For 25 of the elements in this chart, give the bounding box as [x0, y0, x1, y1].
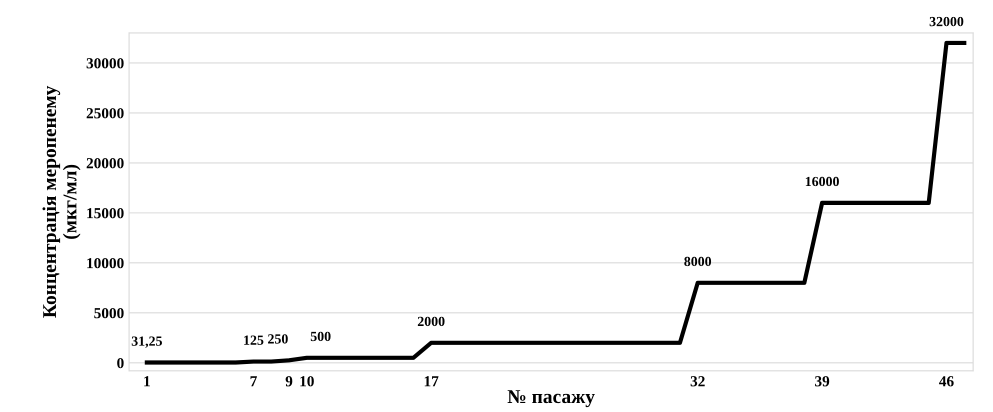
y-tick-label: 0	[117, 358, 124, 368]
data-label: 16000	[806, 176, 839, 186]
data-label: 125	[244, 336, 264, 345]
y-tick-label: 20000	[86, 158, 124, 168]
x-tick-label: 39	[815, 376, 830, 386]
x-tick-label: 1	[144, 376, 150, 386]
data-label: 8000	[684, 256, 712, 266]
y-tick-label: 25000	[86, 108, 124, 118]
x-tick-label: 46	[939, 376, 954, 386]
y-axis-title: Концентрація меропенему (мкг/мл)	[42, 86, 80, 318]
x-tick-label: 10	[300, 376, 314, 386]
data-label: 250	[268, 334, 288, 344]
x-tick-label: 9	[286, 376, 292, 386]
data-label: 31,25	[132, 336, 162, 348]
y-tick-label: 5000	[94, 308, 124, 318]
data-label: 500	[310, 332, 331, 342]
y-tick-label: 10000	[87, 258, 124, 268]
x-axis-title: № пасажу	[508, 390, 595, 408]
x-tick-label: 32	[690, 376, 705, 386]
x-tick-label: 17	[424, 376, 438, 386]
x-tick-label: 7	[250, 376, 257, 386]
y-tick-label: 15000	[87, 208, 124, 218]
y-tick-label: 30000	[86, 58, 124, 68]
data-label: 2000	[418, 316, 445, 326]
data-label: 32000	[930, 16, 964, 26]
